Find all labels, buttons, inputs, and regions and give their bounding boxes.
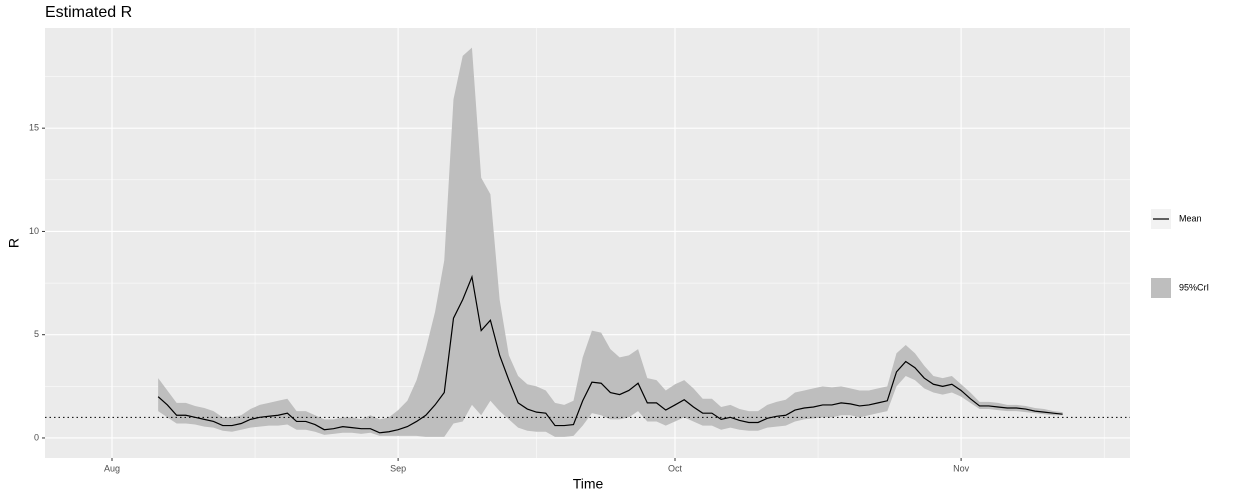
credible-band <box>158 47 1063 437</box>
y-tick-label: 15 <box>29 123 39 133</box>
y-tick-label: 5 <box>34 329 39 339</box>
mean-line <box>157 274 1063 434</box>
legend-label: Mean <box>1179 213 1202 223</box>
legend-swatch <box>1151 278 1171 298</box>
y-tick-label: 10 <box>29 226 39 236</box>
legend-label: 95%CrI <box>1179 282 1209 292</box>
chart-title: Estimated R <box>45 4 132 21</box>
x-tick-label: Aug <box>104 463 120 473</box>
x-tick-label: Sep <box>390 463 406 473</box>
x-tick-label: Oct <box>668 463 683 473</box>
y-axis-label: R <box>6 238 22 248</box>
x-tick-label: Nov <box>953 463 970 473</box>
y-tick-label: 0 <box>34 432 39 442</box>
x-axis-label: Time <box>573 476 604 492</box>
